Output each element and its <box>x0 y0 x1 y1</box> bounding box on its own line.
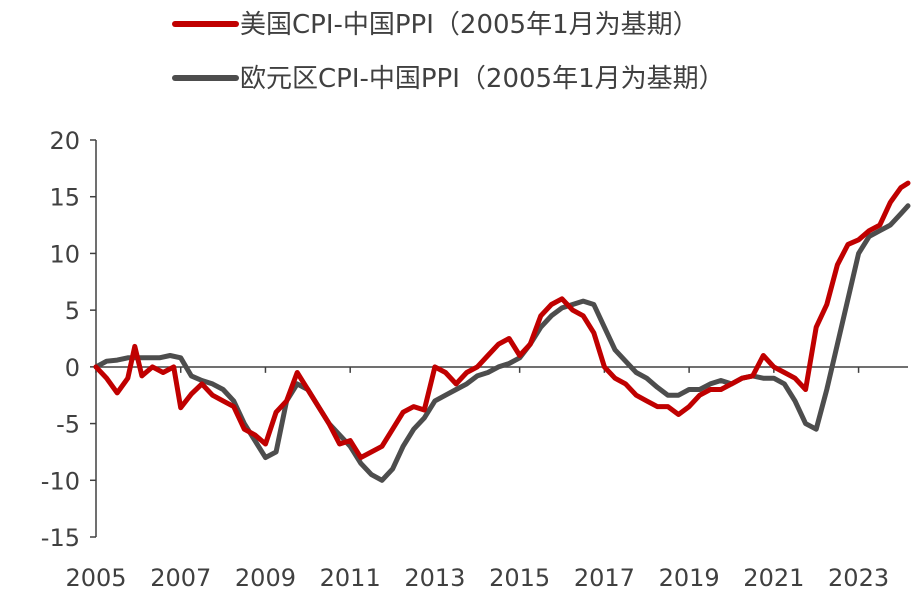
y-tick-label: 0 <box>65 354 80 382</box>
legend-label-eu: 欧元区CPI-中国PPI（2005年1月为基期） <box>240 64 725 94</box>
legend: 美国CPI-中国PPI（2005年1月为基期） 欧元区CPI-中国PPI（200… <box>172 10 725 94</box>
x-axis: 2005 2007 2009 2011 2013 2015 2017 2019 2021 2023 <box>65 366 908 592</box>
y-ticks: 20 15 10 5 0 -5 -10 -15 <box>41 127 96 552</box>
x-tick-label: 2021 <box>743 564 804 592</box>
x-tick-label: 2019 <box>659 564 720 592</box>
y-tick-label: 10 <box>49 240 80 268</box>
legend-label-us: 美国CPI-中国PPI（2005年1月为基期） <box>240 10 699 40</box>
series-layer <box>93 180 911 483</box>
series-line-us <box>93 180 911 461</box>
y-tick-label: -5 <box>56 411 80 439</box>
x-tick-label: 2007 <box>150 564 211 592</box>
legend-item-us: 美国CPI-中国PPI（2005年1月为基期） <box>172 10 699 40</box>
x-tick-label: 2015 <box>489 564 550 592</box>
x-tick-label: 2005 <box>65 564 126 592</box>
x-tick-label: 2009 <box>235 564 296 592</box>
y-tick-label: 20 <box>49 127 80 155</box>
series-line-eu <box>93 203 911 483</box>
y-tick-label: 5 <box>65 297 80 325</box>
x-tick-label: 2011 <box>320 564 381 592</box>
legend-item-eu: 欧元区CPI-中国PPI（2005年1月为基期） <box>172 64 725 94</box>
y-axis: 20 15 10 5 0 -5 -10 -15 <box>41 127 97 552</box>
x-ticks: 2005 2007 2009 2011 2013 2015 2017 2019 2021 2023 <box>65 366 889 592</box>
y-tick-label: 15 <box>49 184 80 212</box>
x-tick-label: 2017 <box>574 564 635 592</box>
y-tick-label: -15 <box>41 524 80 552</box>
x-tick-label: 2013 <box>404 564 465 592</box>
x-tick-label: 2023 <box>828 564 889 592</box>
y-tick-label: -10 <box>41 467 80 495</box>
